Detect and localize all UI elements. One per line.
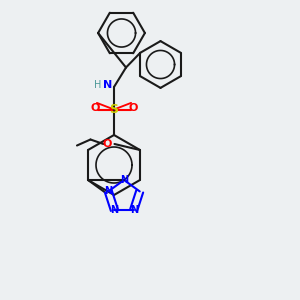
Text: N: N	[120, 175, 128, 185]
Text: S: S	[110, 103, 118, 116]
Text: N: N	[103, 80, 112, 91]
Text: N: N	[110, 205, 118, 215]
Text: O: O	[128, 103, 138, 113]
Text: N: N	[130, 205, 138, 215]
Text: O: O	[90, 103, 100, 113]
Text: H: H	[94, 80, 101, 91]
Text: N: N	[104, 186, 112, 197]
Text: O: O	[102, 139, 112, 149]
